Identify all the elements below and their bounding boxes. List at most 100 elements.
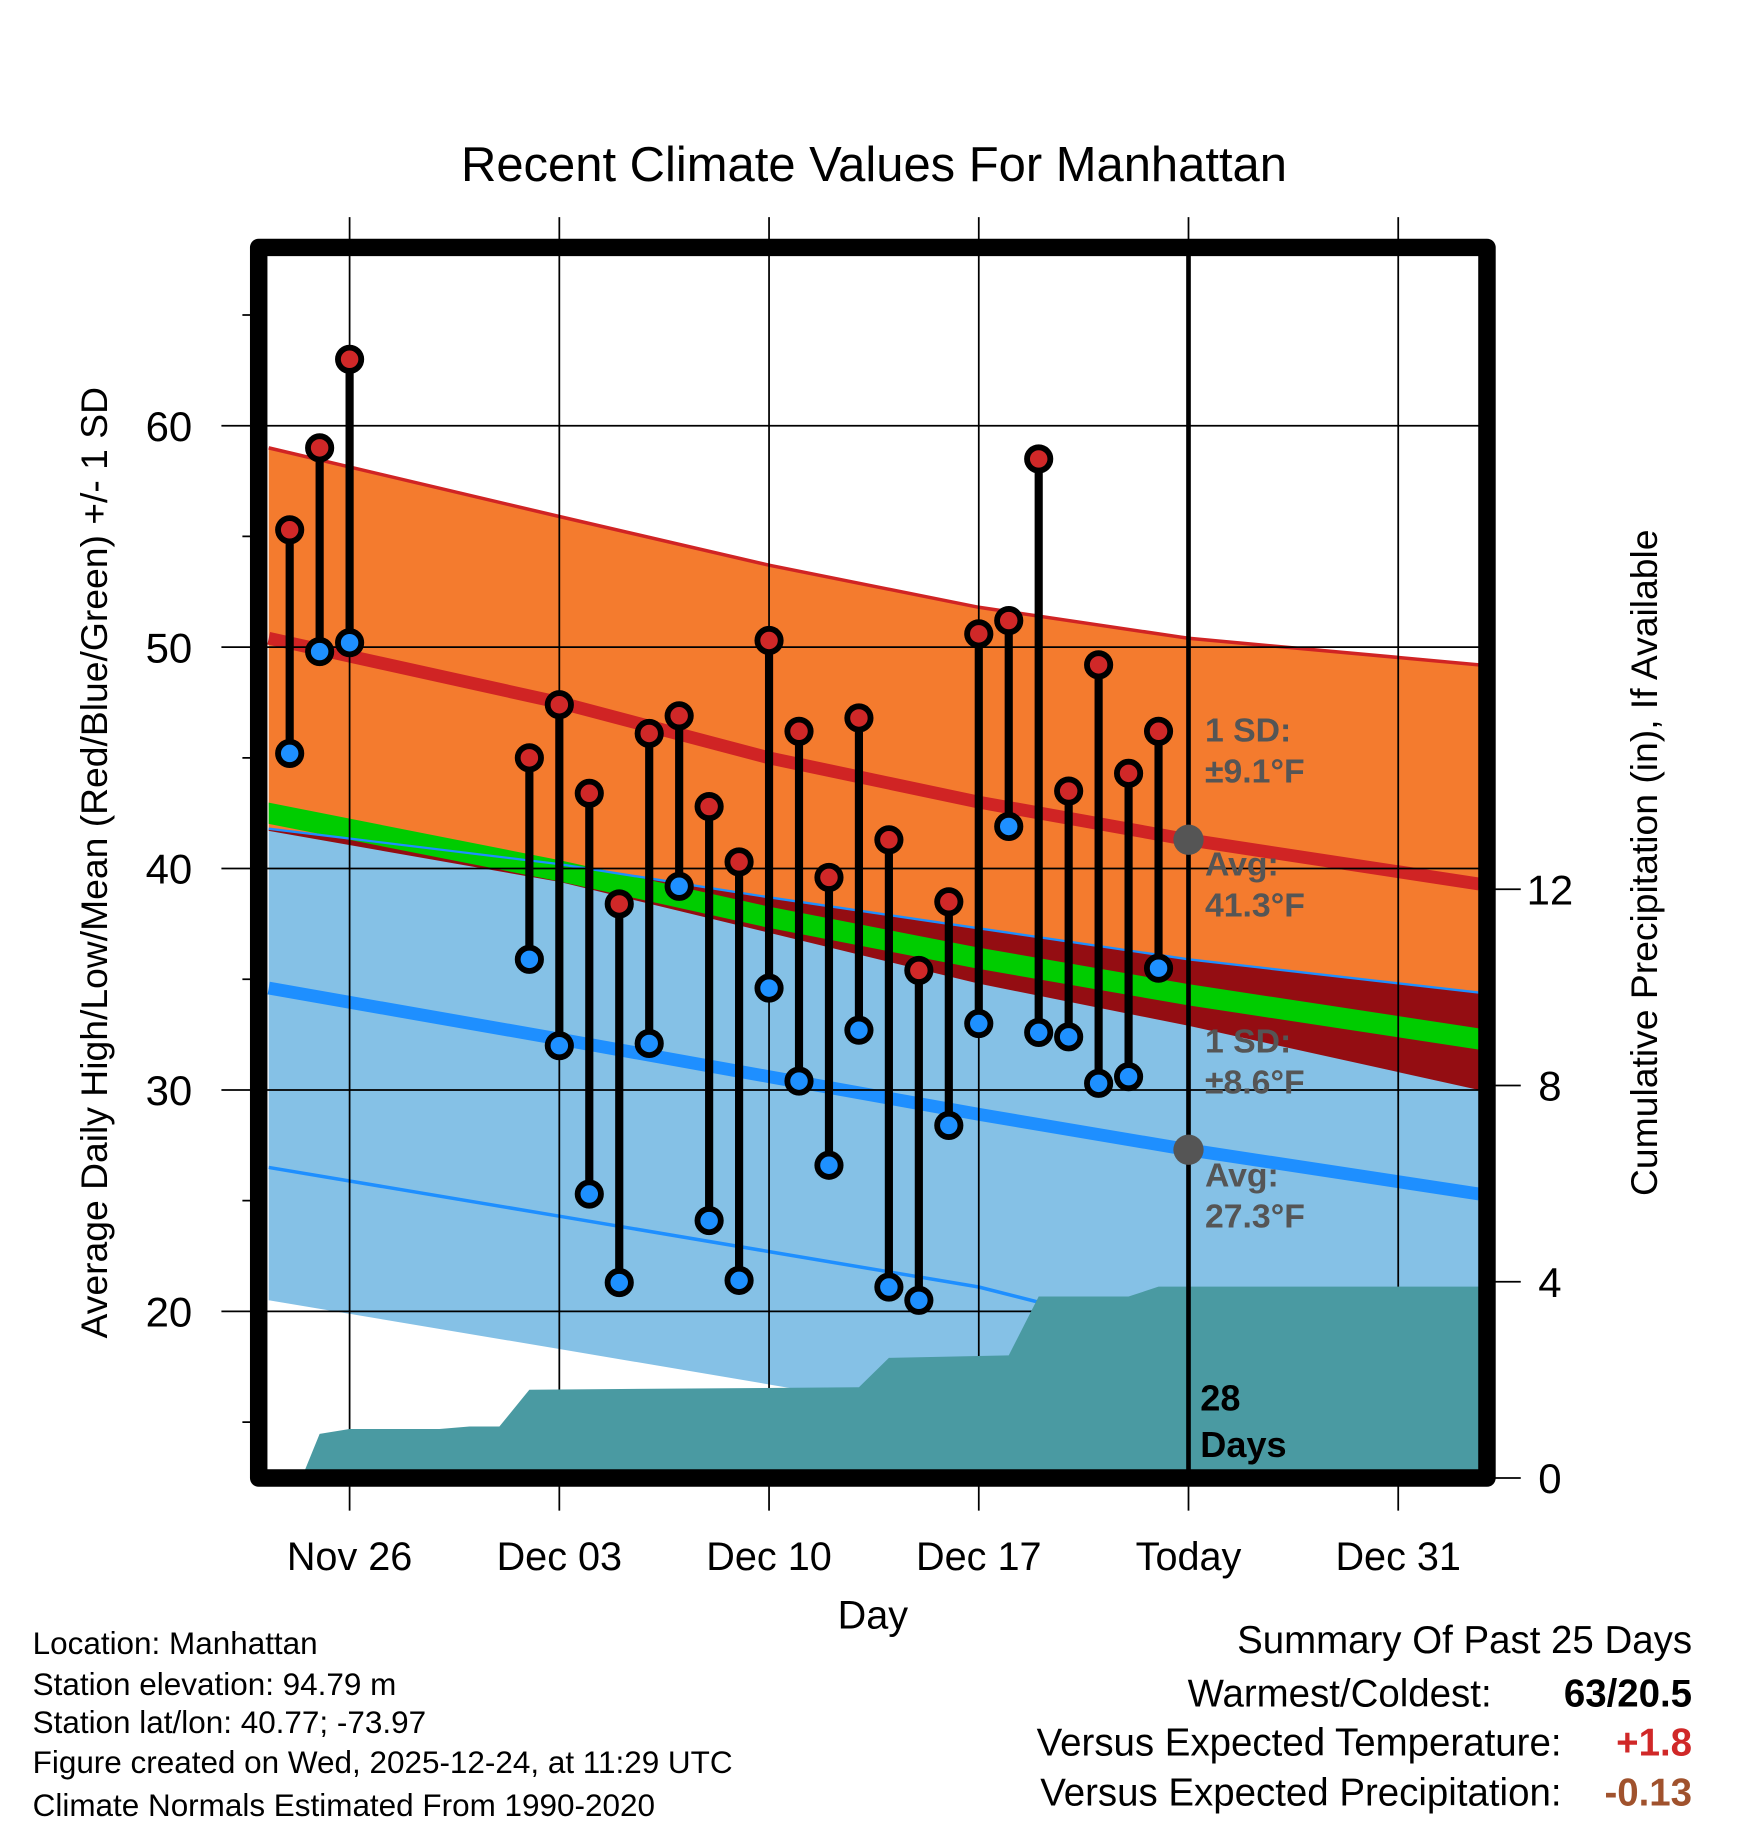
summary-warmest-label: Warmest/Coldest:: [1188, 1672, 1492, 1715]
high-avg-label: Avg:: [1205, 846, 1279, 884]
high-sd-band: [268, 447, 1479, 1090]
summary-temp-label: Versus Expected Temperature:: [1037, 1721, 1562, 1764]
summary-precip-value: -0.13: [1604, 1771, 1692, 1814]
summary-warmest-value: 63/20.5: [1564, 1672, 1692, 1715]
low-point: [844, 1015, 874, 1045]
x-tick-label: Nov 26: [287, 1535, 413, 1579]
high-point: [754, 625, 784, 656]
summary-title: Summary Of Past 25 Days: [1237, 1619, 1692, 1662]
high-sd-value: ±9.1°F: [1205, 752, 1305, 790]
low-point: [904, 1285, 934, 1315]
low-point: [275, 738, 305, 768]
low-point: [544, 1031, 574, 1061]
high-avg-value: 41.3°F: [1205, 886, 1305, 924]
low-sd-label: 1 SD:: [1205, 1023, 1291, 1061]
low-point: [874, 1272, 904, 1302]
x-tick-label: Dec 31: [1335, 1535, 1461, 1579]
low-point: [1054, 1022, 1084, 1052]
low-point: [1143, 953, 1174, 983]
summary-panel: Summary Of Past 25 Days Warmest/Coldest:…: [1037, 1619, 1692, 1815]
low-point: [634, 1028, 664, 1059]
low-avg-marker: [1173, 1134, 1204, 1165]
high-point: [1114, 758, 1144, 788]
x-axis-label: Day: [838, 1593, 909, 1637]
high-avg-marker: [1173, 824, 1204, 855]
low-point: [574, 1179, 604, 1209]
low-sd-value: ±8.6°F: [1205, 1063, 1305, 1101]
low-point: [694, 1206, 724, 1236]
high-point: [335, 344, 365, 374]
high-point: [694, 791, 724, 822]
high-point: [814, 862, 844, 892]
precip-area: [304, 1286, 1479, 1470]
low-avg-line: [267, 981, 1479, 1201]
x-tick-label: Today: [1136, 1535, 1242, 1579]
low-point: [784, 1066, 814, 1096]
low-point: [814, 1150, 844, 1180]
info-normals: Climate Normals Estimated From 1990-2020: [33, 1788, 655, 1823]
high-point: [844, 703, 874, 733]
x-tick-label: Dec 03: [497, 1535, 623, 1579]
high-point: [544, 690, 574, 720]
low-point: [1024, 1017, 1054, 1047]
high-point: [994, 606, 1024, 636]
high-point: [1024, 444, 1054, 474]
low-point: [964, 1008, 994, 1039]
high-point: [964, 619, 994, 649]
info-location: Location: Manhattan: [33, 1626, 318, 1661]
plot-frame: [249, 238, 1496, 1487]
low-point: [934, 1110, 964, 1140]
high-point: [604, 889, 634, 919]
high-point: [724, 847, 754, 877]
y2-axis-label: Cumulative Precipitation (in), If Availa…: [1623, 529, 1665, 1196]
x-tick-label: Dec 17: [916, 1535, 1042, 1579]
high-point: [1054, 776, 1084, 806]
high-point: [1143, 716, 1174, 746]
high-sd-label: 1 SD:: [1205, 712, 1291, 750]
plot-area: [266, 255, 1479, 1470]
info-created: Figure created on Wed, 2025-12-24, at 11…: [33, 1745, 733, 1780]
high-avg-line: [267, 632, 1479, 891]
high-point: [305, 433, 335, 463]
low-point: [994, 811, 1024, 842]
y-tick-label: 30: [146, 1067, 193, 1114]
low-avg-value: 27.3°F: [1205, 1197, 1305, 1235]
days-count: 28: [1200, 1377, 1240, 1418]
y2-tick-label: 0: [1538, 1455, 1561, 1502]
info-latlon: Station lat/lon: 40.77; -73.97: [33, 1705, 426, 1740]
y2-tick-label: 8: [1538, 1063, 1561, 1110]
low-upper-line: [268, 827, 1479, 994]
high-point: [574, 778, 604, 808]
y-tick-label: 20: [146, 1289, 193, 1336]
high-point: [1084, 650, 1114, 680]
low-point: [1084, 1068, 1114, 1098]
high-upper-line: [268, 446, 1479, 667]
high-point: [934, 887, 964, 917]
summary-precip-label: Versus Expected Precipitation:: [1040, 1771, 1561, 1814]
low-avg-label: Avg:: [1205, 1157, 1279, 1195]
info-elevation: Station elevation: 94.79 m: [33, 1667, 397, 1702]
days-word: Days: [1200, 1424, 1286, 1465]
low-point: [754, 973, 784, 1003]
y-tick-label: 60: [146, 403, 193, 450]
low-point: [1114, 1062, 1144, 1092]
y-tick-label: 50: [146, 624, 193, 671]
x-tick-label: Dec 10: [706, 1535, 832, 1579]
low-point: [604, 1268, 634, 1298]
y-axis-label: Average Daily High/Low/Mean (Red/Blue/Gr…: [73, 387, 115, 1338]
high-point: [874, 825, 904, 855]
high-point: [514, 743, 544, 773]
mean-band: [268, 802, 1479, 1050]
low-point: [335, 628, 365, 658]
high-point: [664, 701, 694, 731]
high-point: [634, 718, 664, 749]
y2-tick-label: 4: [1538, 1259, 1561, 1306]
y2-tick-label: 12: [1527, 866, 1574, 913]
station-info: Location: Manhattan Station elevation: 9…: [33, 1626, 733, 1823]
low-point: [724, 1265, 754, 1295]
y-tick-label: 40: [146, 846, 193, 893]
plot-overlay: 20 30 40 50 60 0 4 8 12 Nov 26 Dec 03 Dec 10 Dec 17 T…: [146, 217, 1574, 1579]
high-point: [275, 515, 305, 545]
low-point: [305, 637, 335, 667]
